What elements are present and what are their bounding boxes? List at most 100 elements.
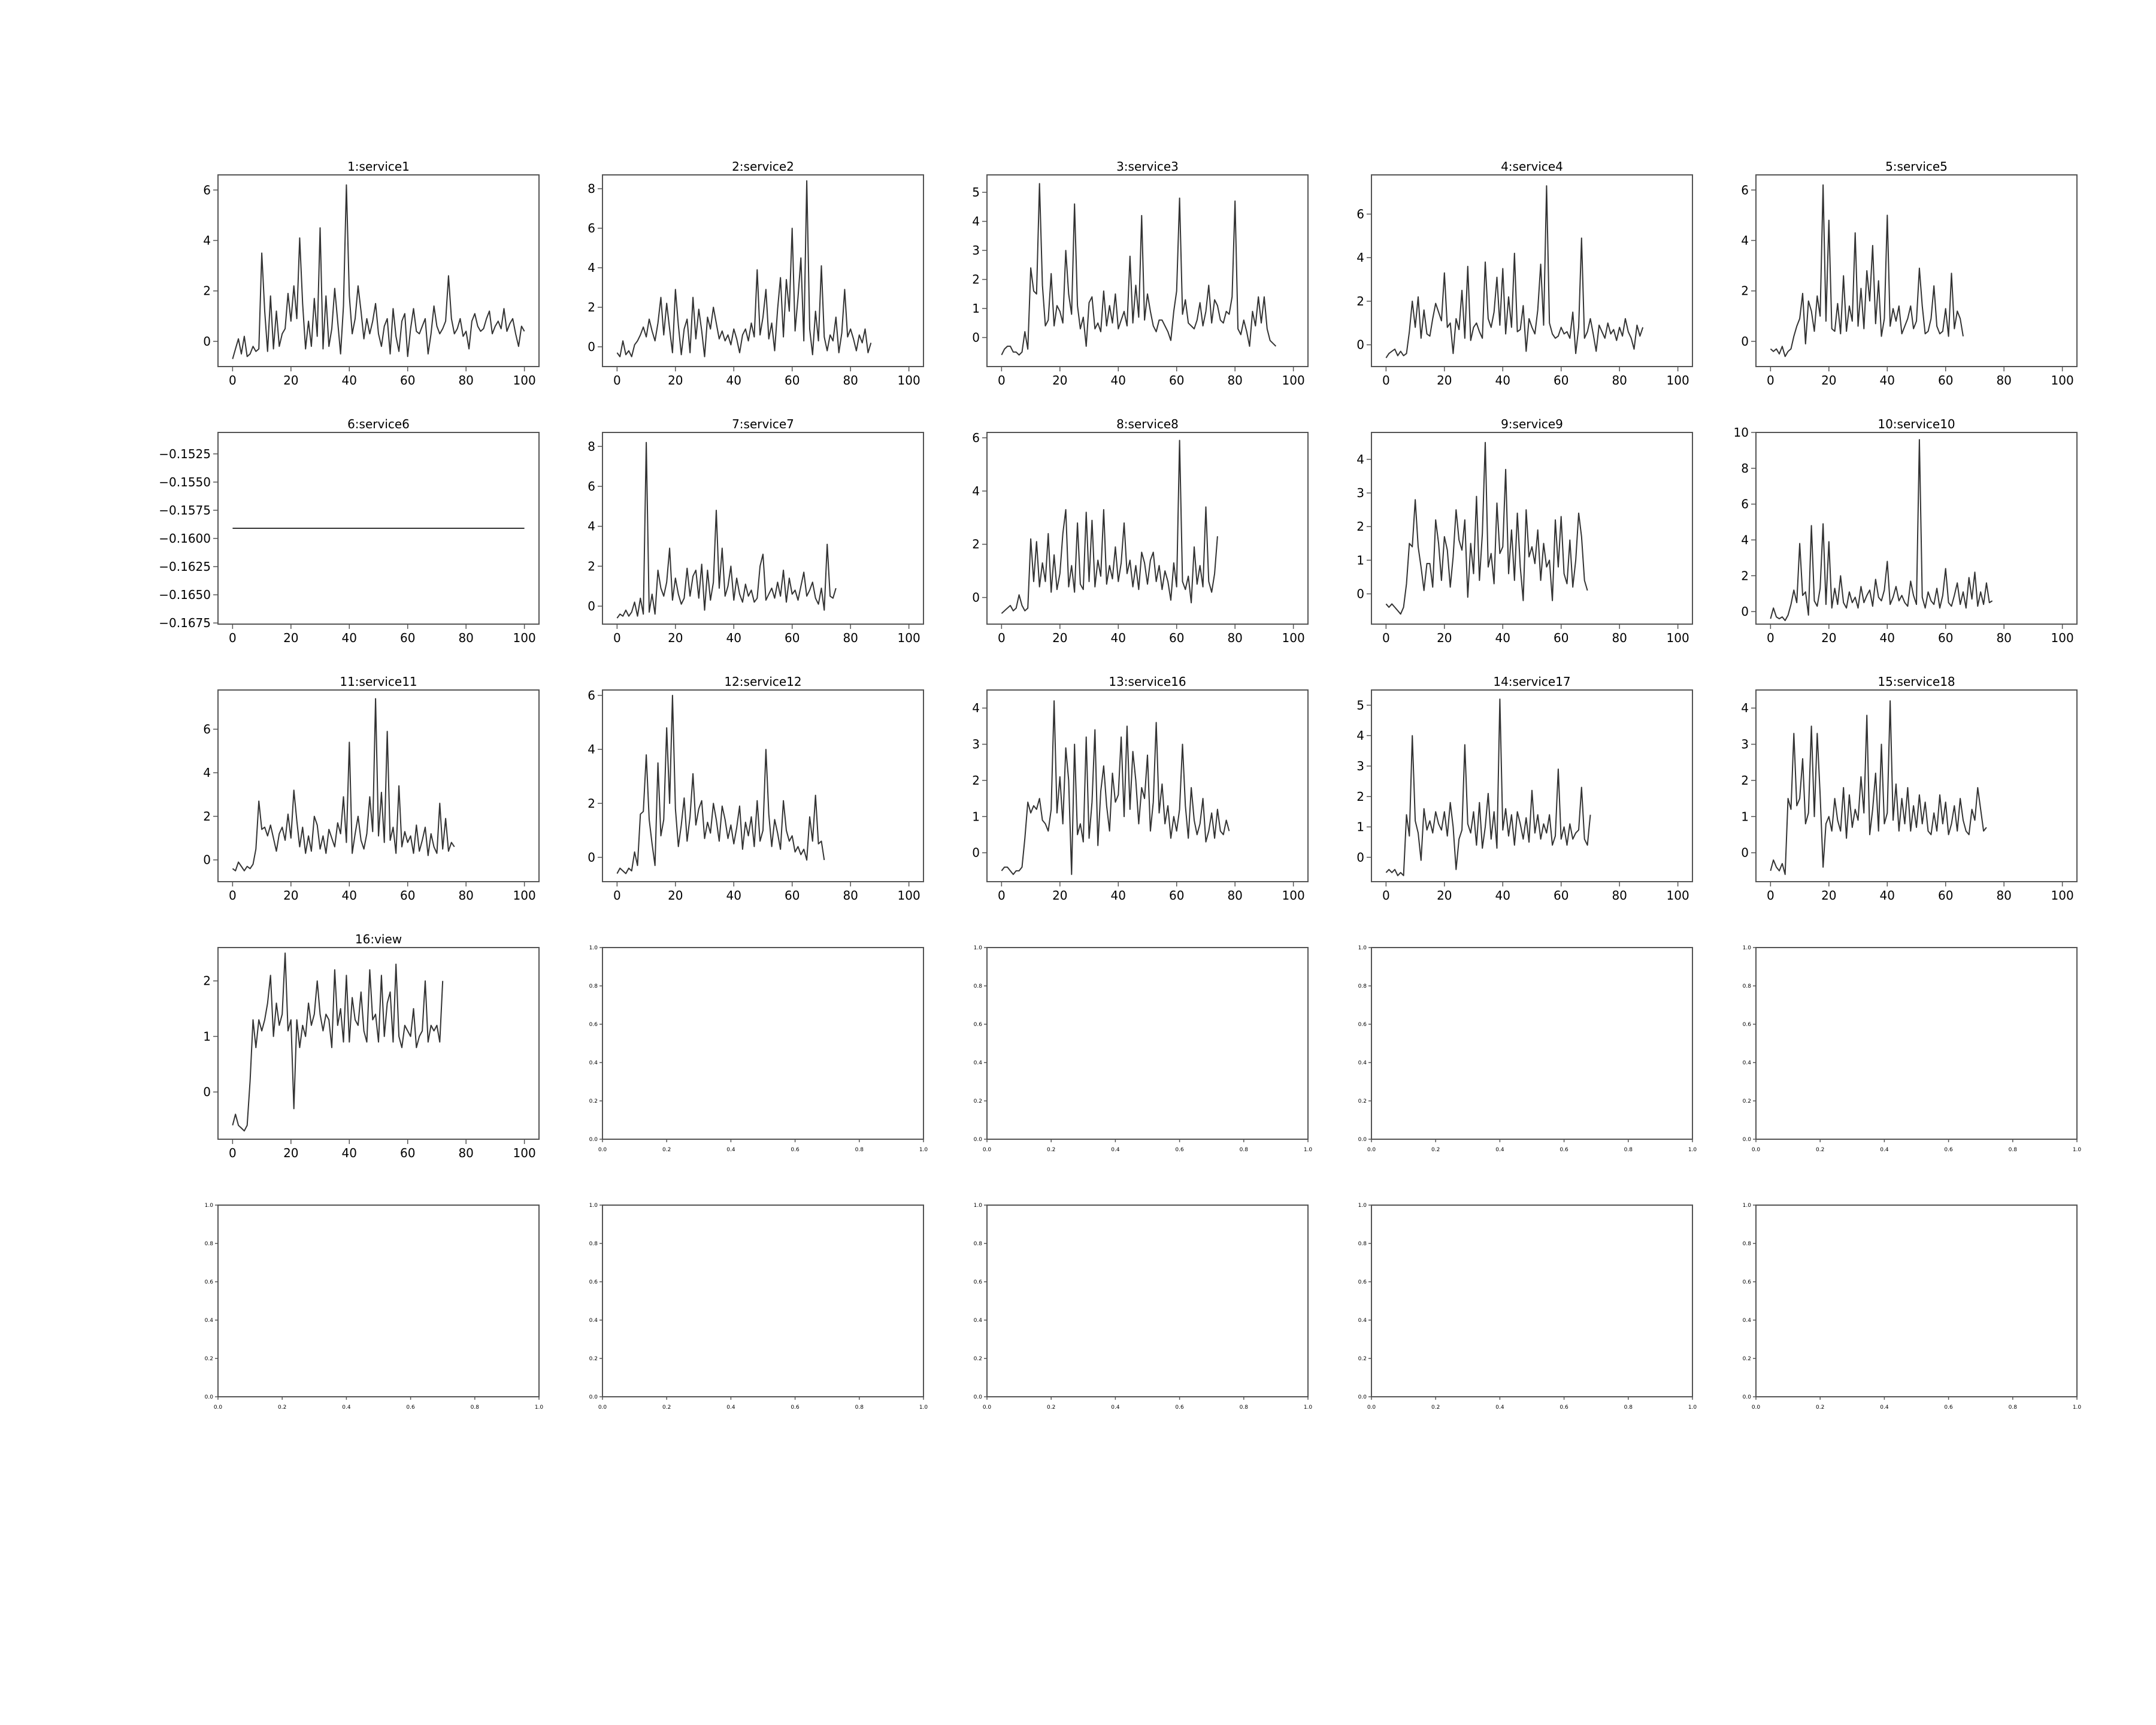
y-tick-label: 1.0 xyxy=(1743,945,1752,951)
y-tick-label: 4 xyxy=(203,765,211,780)
x-tick-label: 20 xyxy=(1437,373,1452,388)
y-tick-label: 6 xyxy=(203,722,211,736)
y-tick-label: 0.0 xyxy=(205,1394,214,1400)
y-tick-label: 1.0 xyxy=(974,1203,983,1209)
subplot-title: 16:view xyxy=(355,932,402,946)
subplot-title: 13:service16 xyxy=(1109,674,1186,689)
y-tick-label: 0.8 xyxy=(589,983,598,989)
axes-frame xyxy=(1755,174,2078,367)
axes-frame xyxy=(602,432,924,625)
x-tick-label: 60 xyxy=(785,631,800,645)
x-tick-label: 100 xyxy=(1282,888,1305,903)
y-tick-label: 6 xyxy=(972,431,980,445)
x-tick-label: 0 xyxy=(229,631,237,645)
x-tick-label: 80 xyxy=(1227,888,1242,903)
y-tick-label: 4 xyxy=(972,214,980,229)
y-tick-label: 0 xyxy=(972,591,980,605)
x-tick-label: 100 xyxy=(513,888,536,903)
y-tick-label: 0.8 xyxy=(1743,983,1752,989)
y-tick-label: 10 xyxy=(1734,425,1749,440)
x-tick-label: 80 xyxy=(1227,631,1242,645)
x-tick-label: 80 xyxy=(1227,373,1242,388)
axes-frame xyxy=(1755,1205,2078,1397)
x-tick-label: 20 xyxy=(1821,631,1836,645)
y-tick-label: 4 xyxy=(1356,452,1364,467)
y-tick-label: 0.0 xyxy=(974,1394,983,1400)
axes-frame xyxy=(1755,689,2078,882)
x-tick-label: 0 xyxy=(1767,631,1775,645)
x-tick-label: 0 xyxy=(229,888,237,903)
y-tick-label: 6 xyxy=(1741,183,1749,197)
series-line xyxy=(1770,439,1993,621)
x-tick-label: 40 xyxy=(342,1146,357,1160)
y-tick-label: 0 xyxy=(972,846,980,860)
y-tick-label: 0 xyxy=(203,334,211,349)
x-tick-label: 60 xyxy=(1169,373,1184,388)
x-tick-label: 0.2 xyxy=(662,1405,671,1411)
x-tick-label: 0.0 xyxy=(983,1405,992,1411)
x-tick-label: 20 xyxy=(283,373,298,388)
x-tick-label: 0.2 xyxy=(1816,1147,1824,1153)
x-tick-label: 0.2 xyxy=(278,1405,286,1411)
series-line xyxy=(1001,183,1277,356)
x-tick-label: 80 xyxy=(843,631,858,645)
axes-frame xyxy=(986,432,1309,625)
subplot-1: 1:service1 0 20 40 60 80 100 0 2 4 6 xyxy=(203,159,540,388)
x-tick-label: 100 xyxy=(1282,631,1305,645)
x-tick-label: 0.4 xyxy=(1880,1147,1889,1153)
y-tick-label: 0 xyxy=(1356,850,1364,864)
x-tick-label: 0.8 xyxy=(1240,1405,1249,1411)
y-tick-label: 0.4 xyxy=(589,1060,598,1066)
x-tick-label: 100 xyxy=(2051,631,2074,645)
axes-frame xyxy=(217,689,540,882)
axes-frame xyxy=(1755,432,2078,625)
x-tick-label: 1.0 xyxy=(919,1147,928,1153)
x-tick-label: 40 xyxy=(726,373,741,388)
subplot-2: 2:service2 0 20 40 60 80 100 0 2 4 6 8 xyxy=(588,159,924,388)
y-tick-label: 0.4 xyxy=(1743,1060,1752,1066)
y-tick-label: 0.2 xyxy=(1743,1098,1751,1104)
x-tick-label: 20 xyxy=(1052,888,1067,903)
y-tick-label: 1.0 xyxy=(589,945,598,951)
y-tick-label: 0 xyxy=(1741,334,1749,349)
axes-frame xyxy=(602,947,924,1140)
x-tick-label: 0 xyxy=(998,888,1006,903)
axes-frame xyxy=(602,689,924,882)
x-tick-label: 0 xyxy=(613,373,621,388)
y-tick-label: 3 xyxy=(1356,759,1364,773)
x-tick-label: 40 xyxy=(1111,373,1126,388)
y-tick-label: 1 xyxy=(1356,820,1364,834)
subplot-12: 12:service12 0 20 40 60 80 100 0 2 4 6 xyxy=(588,674,924,903)
subplot-19: 0.00.0 0.2 0.2 0.4 0.4 0.6 0.6 0.8 0.8 1.0 1.0 xyxy=(1358,945,1697,1153)
y-tick-label: 4 xyxy=(588,261,595,275)
axes-frame xyxy=(986,174,1309,367)
axes-frame xyxy=(1371,174,1693,367)
y-tick-label: 2 xyxy=(972,537,980,552)
subplot-title: 2:service2 xyxy=(732,159,794,174)
subplot-8: 8:service8 0 20 40 60 80 100 0 2 4 6 xyxy=(972,417,1309,645)
x-tick-label: 20 xyxy=(1437,631,1452,645)
x-tick-label: 40 xyxy=(1495,888,1510,903)
x-tick-label: 1.0 xyxy=(1688,1405,1697,1411)
y-tick-label: 0.2 xyxy=(1358,1356,1367,1362)
y-tick-label: 0.8 xyxy=(589,1241,598,1247)
axes-frame xyxy=(986,689,1309,882)
y-tick-label: 0.0 xyxy=(1743,1137,1752,1143)
x-tick-label: 0.2 xyxy=(1047,1405,1055,1411)
subplot-3: 3:service3 0 20 40 60 80 100 0 1 2 3 4 5 xyxy=(972,159,1309,388)
x-tick-label: 1.0 xyxy=(919,1405,928,1411)
x-tick-label: 100 xyxy=(513,1146,536,1160)
y-tick-label: 1 xyxy=(972,809,980,824)
series-line xyxy=(232,184,525,359)
axes-frame xyxy=(602,174,924,367)
subplot-title: 15:service18 xyxy=(1878,674,1955,689)
x-tick-label: 60 xyxy=(1938,631,1953,645)
subplot-25: 0.00.0 0.2 0.2 0.4 0.4 0.6 0.6 0.8 0.8 1.0 1.0 xyxy=(1743,1203,2082,1411)
y-tick-label: 0.6 xyxy=(1743,1279,1752,1285)
subplot-21: 0.00.0 0.2 0.2 0.4 0.4 0.6 0.6 0.8 0.8 1.0 1.0 xyxy=(205,1203,544,1411)
y-tick-label: 0.8 xyxy=(205,1241,214,1247)
x-tick-label: 80 xyxy=(1612,631,1627,645)
x-tick-label: 0.0 xyxy=(598,1147,607,1153)
subplot-17: 0.00.0 0.2 0.2 0.4 0.4 0.6 0.6 0.8 0.8 1.0 1.0 xyxy=(589,945,928,1153)
